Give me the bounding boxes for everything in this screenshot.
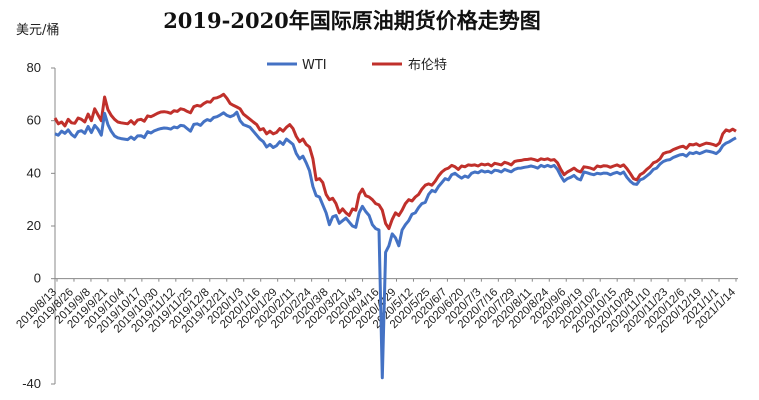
y-unit-label: 美元/桶: [16, 23, 59, 38]
axes: [54, 68, 738, 384]
y-tick-label: 60: [27, 113, 41, 128]
y-tick-label: 0: [34, 271, 41, 286]
legend-label-brent: 布伦特: [408, 58, 447, 73]
series-lines: [53, 92, 737, 380]
series-line-wti: [54, 110, 737, 380]
y-axis-ticks: -40 0 20 40 60 80: [22, 60, 55, 391]
chart-title: 2019-2020年国际原油期货价格走势图: [163, 8, 541, 33]
series-line-brent: [53, 92, 737, 231]
y-tick-label: 20: [27, 218, 41, 233]
y-tick-label: 80: [27, 60, 41, 75]
x-axis-ticks: 2019/8/132019/8/262019/9/82019/9/212019/…: [14, 278, 739, 335]
legend: WTI 布伦特: [267, 58, 447, 73]
legend-label-wti: WTI: [302, 58, 327, 73]
y-tick-label: 40: [27, 165, 41, 180]
y-tick-label: -40: [22, 376, 41, 391]
